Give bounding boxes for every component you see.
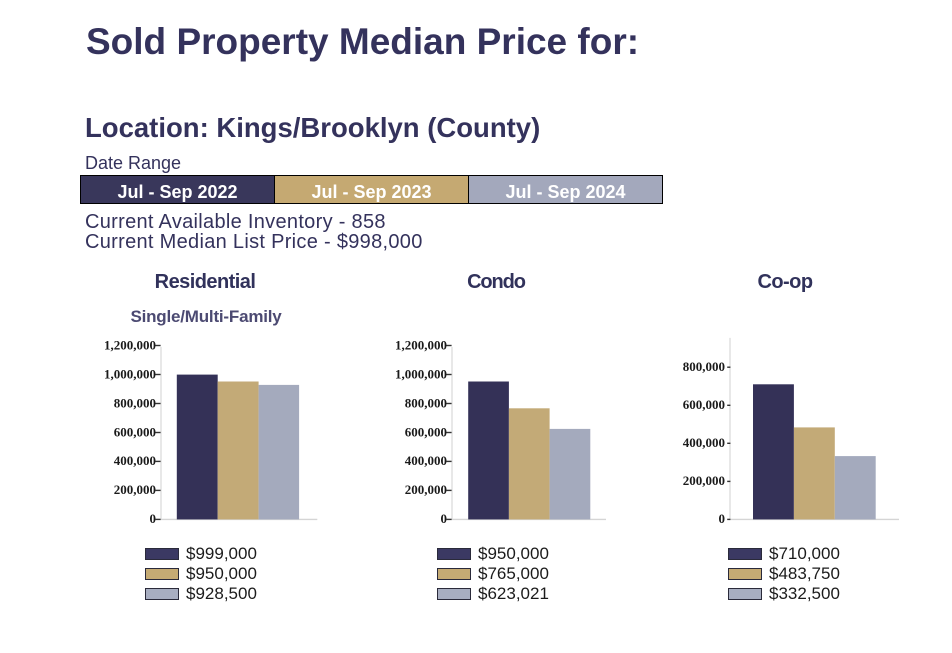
svg-text:600,000: 600,000 (114, 424, 156, 439)
svg-text:800,000: 800,000 (405, 395, 447, 410)
svg-text:200,000: 200,000 (405, 482, 447, 497)
svg-text:600,000: 600,000 (683, 397, 725, 412)
svg-text:1,200,000: 1,200,000 (104, 337, 156, 352)
svg-text:0: 0 (719, 511, 726, 526)
svg-text:200,000: 200,000 (683, 473, 725, 488)
svg-text:400,000: 400,000 (114, 453, 156, 468)
svg-text:1,000,000: 1,000,000 (104, 366, 156, 381)
svg-text:400,000: 400,000 (405, 453, 447, 468)
svg-text:600,000: 600,000 (405, 424, 447, 439)
svg-text:0: 0 (150, 511, 157, 526)
svg-text:400,000: 400,000 (683, 435, 725, 450)
svg-text:800,000: 800,000 (114, 395, 156, 410)
svg-text:0: 0 (441, 511, 448, 526)
svg-text:1,000,000: 1,000,000 (395, 366, 447, 381)
svg-text:1,200,000: 1,200,000 (395, 337, 447, 352)
svg-text:200,000: 200,000 (114, 482, 156, 497)
svg-text:800,000: 800,000 (683, 359, 725, 374)
